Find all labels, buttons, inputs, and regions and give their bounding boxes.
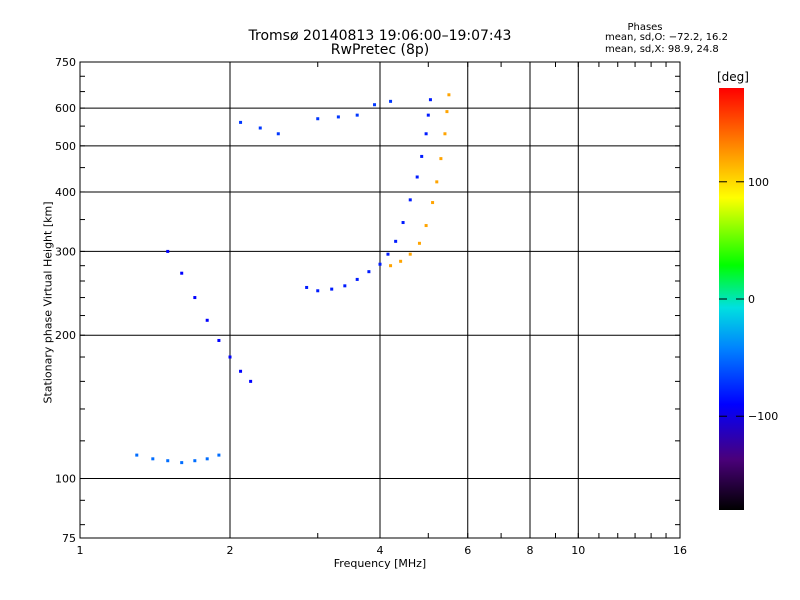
data-point xyxy=(415,175,419,179)
data-point xyxy=(135,453,139,457)
data-point xyxy=(378,262,382,266)
x-tick-label: 8 xyxy=(527,544,534,557)
data-point xyxy=(166,249,170,253)
x-tick-label: 4 xyxy=(377,544,384,557)
y-tick-label: 75 xyxy=(62,532,76,545)
data-point xyxy=(373,103,377,107)
data-point xyxy=(239,369,243,373)
data-point xyxy=(443,132,447,136)
data-point xyxy=(424,224,428,228)
data-point xyxy=(343,284,347,288)
data-point xyxy=(228,355,232,359)
data-point xyxy=(205,318,209,322)
data-point xyxy=(428,98,432,102)
data-point xyxy=(355,113,359,117)
x-tick-label: 1 xyxy=(77,544,84,557)
chart-title: Tromsø 20140813 19:06:00–19:07:43 xyxy=(248,28,512,44)
colorbar-tick-label: −100 xyxy=(748,410,778,423)
y-tick-label: 300 xyxy=(55,245,76,258)
data-point xyxy=(355,277,359,281)
y-tick-label: 600 xyxy=(55,102,76,115)
y-tick-label: 200 xyxy=(55,329,76,342)
data-point xyxy=(330,287,334,291)
data-point xyxy=(180,271,184,275)
data-point xyxy=(386,252,390,256)
data-point xyxy=(258,126,262,130)
x-axis-label: Frequency [MHz] xyxy=(333,557,427,570)
phase-o-stats: mean, sd,O: −72.2, 16.2 xyxy=(605,32,728,43)
colorbar-tick-label: 100 xyxy=(748,176,769,189)
x-tick-label: 10 xyxy=(571,544,585,557)
data-point xyxy=(336,115,340,119)
y-axis-label: Stationary phase Virtual Height [km] xyxy=(41,201,55,404)
data-point xyxy=(367,270,371,274)
colorbar-tick-label: 0 xyxy=(748,293,755,306)
phases-label: Phases xyxy=(627,22,663,33)
data-point xyxy=(180,461,184,465)
data-point xyxy=(389,99,393,103)
data-point xyxy=(435,180,439,184)
data-point xyxy=(205,457,209,461)
data-point xyxy=(151,457,155,461)
data-point xyxy=(426,113,430,117)
data-point xyxy=(394,239,398,243)
data-point xyxy=(389,264,393,268)
data-point xyxy=(408,252,412,256)
y-tick-label: 750 xyxy=(55,56,76,69)
colorbar-unit: [deg] xyxy=(717,70,749,84)
data-point xyxy=(439,157,443,161)
x-tick-label: 2 xyxy=(227,544,234,557)
data-point xyxy=(401,221,405,225)
data-point xyxy=(249,379,253,383)
data-point xyxy=(447,93,451,97)
data-point xyxy=(424,132,428,136)
data-point xyxy=(431,201,435,205)
data-point xyxy=(305,285,309,289)
y-tick-label: 500 xyxy=(55,140,76,153)
data-point xyxy=(217,338,221,342)
data-point xyxy=(417,241,421,245)
data-point xyxy=(316,117,320,121)
data-point xyxy=(316,289,320,293)
phase-x-stats: mean, sd,X: 98.9, 24.8 xyxy=(605,44,719,55)
data-point xyxy=(399,259,403,263)
x-tick-label: 6 xyxy=(464,544,471,557)
y-tick-label: 400 xyxy=(55,186,76,199)
data-point xyxy=(408,198,412,202)
x-tick-label: 16 xyxy=(673,544,687,557)
data-point xyxy=(217,453,221,457)
data-point xyxy=(193,459,197,463)
data-point xyxy=(239,120,243,124)
chart-subtitle: RwPretec (8p) xyxy=(330,42,430,58)
y-tick-label: 100 xyxy=(55,473,76,486)
data-point xyxy=(193,296,197,300)
data-point xyxy=(420,154,424,158)
data-point xyxy=(276,132,280,136)
data-point xyxy=(445,110,449,114)
data-point xyxy=(166,459,170,463)
